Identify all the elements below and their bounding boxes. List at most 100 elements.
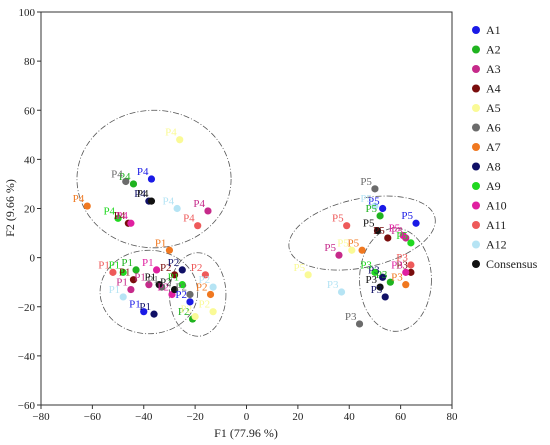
data-point [304, 271, 312, 279]
point-label: P1 [142, 257, 154, 269]
legend-label: A7 [486, 140, 501, 154]
data-point [173, 204, 181, 213]
data-point [109, 268, 117, 276]
point-label: P2 [198, 299, 210, 311]
cluster-ellipse [359, 227, 432, 332]
point-label: P5 [360, 193, 372, 205]
point-label: P4 [183, 213, 195, 225]
point-label: P1 [119, 267, 131, 279]
data-point [379, 273, 387, 281]
legend-marker [472, 65, 480, 73]
data-point [178, 281, 186, 289]
x-tick-label: 20 [292, 411, 304, 423]
data-point [176, 136, 184, 144]
point-label: P3 [391, 272, 403, 284]
point-label: P2 [191, 262, 203, 274]
y-tick-label: 20 [24, 204, 36, 216]
legend-marker [472, 182, 480, 190]
data-point [373, 227, 382, 235]
legend-marker [472, 240, 480, 249]
data-point [186, 290, 194, 299]
y-axis-label: F2 (9.66 %) [3, 179, 17, 237]
point-label: P3 [371, 284, 383, 296]
x-axis-label: F1 (77.96 %) [214, 426, 278, 440]
point-label: P1 [116, 277, 128, 289]
point-label: P1 [134, 272, 146, 284]
point-label: P1 [147, 274, 159, 286]
x-tick-label: 60 [395, 411, 407, 423]
y-tick-label: −20 [18, 302, 36, 314]
data-point [114, 214, 122, 222]
data-point [191, 312, 199, 321]
data-point [371, 185, 379, 193]
point-label: P5 [389, 223, 401, 235]
point-label: P2 [198, 274, 210, 286]
data-point [209, 308, 217, 316]
legend-label: A8 [486, 160, 501, 174]
data-point [358, 246, 366, 254]
point-label: P5 [324, 242, 336, 254]
point-label: P1 [121, 257, 133, 269]
legend-marker [472, 45, 480, 54]
legend-label: A5 [486, 101, 501, 115]
data-point [209, 283, 217, 291]
data-point [407, 268, 415, 276]
point-label: P2 [178, 306, 190, 318]
data-point [384, 234, 392, 242]
data-point [386, 278, 394, 286]
legend-marker [472, 260, 480, 268]
legend-label: A9 [486, 179, 501, 193]
point-label: P1 [129, 299, 141, 311]
point-label: P4 [163, 196, 175, 208]
data-point [348, 246, 356, 254]
data-point [371, 268, 379, 276]
data-point [337, 288, 346, 296]
x-tick-label: −40 [135, 411, 153, 423]
data-point [129, 276, 138, 284]
point-label: P4 [193, 198, 205, 210]
legend-marker [472, 84, 480, 93]
point-label: P1 [109, 259, 121, 271]
point-label: P4 [116, 210, 128, 222]
point-label: P1 [155, 237, 167, 249]
legend-marker [472, 221, 480, 229]
point-label: P4 [111, 168, 123, 180]
data-point [379, 204, 387, 213]
y-tick-label: −40 [18, 351, 36, 363]
data-point [201, 271, 209, 279]
data-point [186, 298, 194, 306]
point-label: P3 [360, 259, 372, 271]
point-label: P2 [196, 281, 208, 293]
y-tick-label: 0 [30, 253, 36, 265]
point-label: P3 [376, 269, 388, 281]
point-label: P5 [337, 237, 349, 249]
y-tick-label: 40 [24, 154, 36, 166]
point-label: P3 [327, 279, 339, 291]
data-point [399, 231, 407, 240]
data-point [83, 202, 91, 210]
legend-label: A1 [486, 23, 501, 37]
y-tick-label: 100 [19, 7, 36, 19]
data-point [335, 251, 343, 259]
data-point [407, 261, 415, 269]
legend-label: A6 [486, 121, 501, 135]
legend-marker [472, 123, 480, 132]
point-label: P4 [134, 188, 146, 200]
legend-label: A3 [486, 62, 501, 76]
point-label: P3 [396, 252, 408, 264]
legend-label: A11 [486, 218, 506, 232]
point-label: P3 [345, 311, 357, 323]
y-tick-label: 60 [24, 105, 36, 117]
point-label: P5 [363, 218, 375, 230]
data-point [119, 268, 127, 276]
x-tick-label: −60 [84, 411, 102, 423]
data-point [402, 281, 410, 289]
data-point [407, 239, 415, 247]
point-label: P5 [401, 210, 413, 222]
y-tick-label: 80 [24, 56, 36, 68]
point-label: P1 [139, 301, 151, 313]
point-label: P3 [365, 274, 377, 286]
point-label: P5 [332, 213, 344, 225]
legend: A1 A2 A3 A4 A5 A6 A7 A8 A9 A10 A11 A12 Consensus [472, 23, 538, 271]
